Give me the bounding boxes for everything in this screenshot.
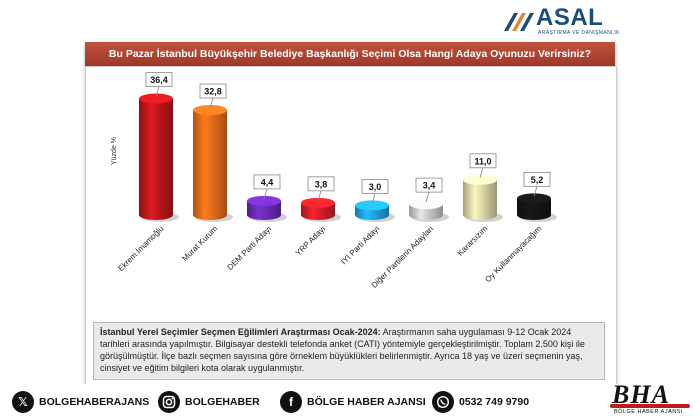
chart-title: Bu Pazar İstanbul Büyükşehir Belediye Ba… <box>85 42 615 66</box>
asal-logo: ASAL ARAŞTIRMA VE DANIŞMANLIK <box>500 4 619 39</box>
data-label-6: 3,4 <box>423 181 436 191</box>
footer-whatsapp[interactable]: 0532 749 9790 <box>432 390 529 414</box>
category-label-3: DEM Parti Adayı <box>226 224 274 272</box>
data-label-1: 36,4 <box>150 75 168 85</box>
data-label-8: 5,2 <box>531 175 544 185</box>
footer-instagram[interactable]: BOLGEHABER <box>158 390 260 414</box>
bar-top-5 <box>355 200 389 211</box>
bar-top-2 <box>193 105 227 116</box>
data-label-3: 4,4 <box>261 177 274 187</box>
data-label-leader-8 <box>533 186 538 197</box>
footer-x[interactable]: 𝕏 BOLGEHABERAJANS <box>12 390 149 414</box>
data-label-leader-1 <box>155 86 160 97</box>
survey-note-heading: İstanbul Yerel Seçimler Seçmen Eğilimler… <box>100 327 381 337</box>
instagram-icon <box>158 391 180 413</box>
data-label-leader-4 <box>317 190 322 201</box>
category-label-8: Oy Kullanmayacağım <box>483 224 543 284</box>
data-label-leader-3 <box>263 188 268 200</box>
data-label-leader-2 <box>209 97 214 109</box>
bha-logo-swoosh <box>610 404 690 408</box>
asal-logo-text: ASAL <box>536 4 604 31</box>
footer: 𝕏 BOLGEHABERAJANS BOLGEHABER f BÖLGE HAB… <box>0 384 700 420</box>
data-label-leader-7 <box>479 167 484 178</box>
bar-top-8 <box>517 193 551 204</box>
bar-top-1 <box>139 93 173 104</box>
survey-note: İstanbul Yerel Seçimler Seçmen Eğilimler… <box>93 322 605 380</box>
bar-8 <box>517 198 551 220</box>
data-label-leader-6 <box>425 192 430 203</box>
x-icon: 𝕏 <box>12 391 34 413</box>
whatsapp-icon <box>432 391 454 413</box>
bar-chart: Yüzde % 36,4 Ekrem İmamoğlu 32,8 Murat Kurum… <box>111 72 557 290</box>
bar-3 <box>247 200 281 220</box>
asal-logo-icon <box>504 13 534 31</box>
category-label-4: YRP Adayı <box>294 224 328 258</box>
survey-note-text: Araştırmanın saha uygulaması 9-12 Ocak 2… <box>100 327 585 373</box>
data-label-7: 11,0 <box>474 156 491 166</box>
footer-whatsapp-number: 0532 749 9790 <box>459 396 530 408</box>
category-label-5: İYİ Parti Adayı <box>339 224 381 266</box>
data-label-box-6 <box>415 177 443 193</box>
data-label-leader-5 <box>371 193 376 204</box>
data-label-5: 3,0 <box>369 182 382 192</box>
data-label-box-1 <box>145 72 173 87</box>
footer-instagram-handle: BOLGEHABER <box>185 396 260 408</box>
category-label-2: Murat Kurum <box>180 224 219 263</box>
category-label-6: Diğer Partilerin Adayları <box>370 224 436 290</box>
bha-logo-subtitle: BÖLGE HABER AJANSI <box>614 409 683 415</box>
footer-facebook[interactable]: f BÖLGE HABER AJANSI <box>280 390 426 414</box>
category-label-1: Ekrem İmamoğlu <box>116 224 165 273</box>
bar-top-7 <box>463 174 497 185</box>
data-label-box-5 <box>361 179 389 194</box>
footer-facebook-handle: BÖLGE HABER AJANSI <box>307 396 426 408</box>
bar-7 <box>463 179 497 220</box>
data-label-4: 3,8 <box>315 179 328 189</box>
bar-1 <box>139 98 173 220</box>
facebook-icon: f <box>280 391 302 413</box>
bar-2 <box>193 110 227 220</box>
data-label-2: 32,8 <box>204 87 222 97</box>
asal-logo-tagline: ARAŞTIRMA VE DANIŞMANLIK <box>538 30 620 36</box>
category-label-7: Kararsızım <box>456 224 490 258</box>
y-axis-label: Yüzde % <box>111 137 118 165</box>
bar-top-4 <box>301 197 335 208</box>
footer-x-handle: BOLGEHABERAJANS <box>39 396 150 408</box>
bar-top-6 <box>409 199 443 210</box>
bha-logo: BHA BÖLGE HABER AJANSI <box>610 380 696 418</box>
bar-top-3 <box>247 195 281 206</box>
